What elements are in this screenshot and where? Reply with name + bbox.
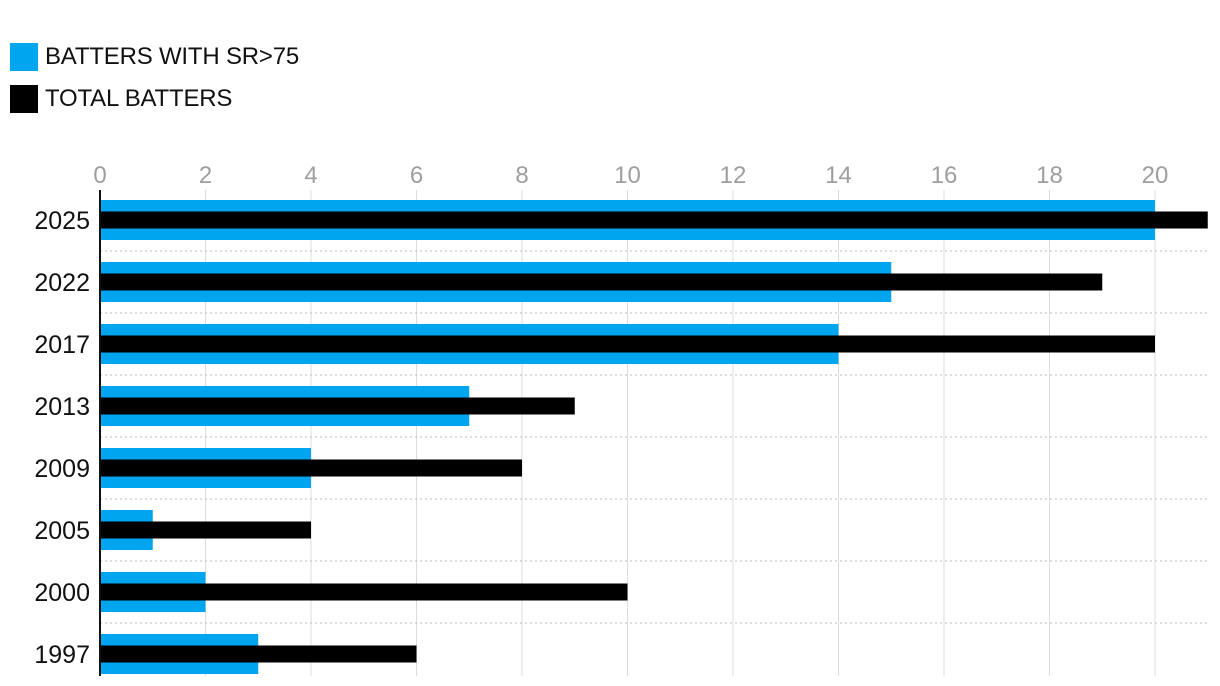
legend-label-total: TOTAL BATTERS [45, 85, 233, 112]
legend: BATTERS WITH SR>75 TOTAL BATTERS [10, 42, 299, 126]
x-tick-label-12: 12 [720, 162, 747, 189]
bar-total-2005 [100, 521, 311, 539]
x-tick-label-14: 14 [825, 162, 852, 189]
bar-total-2025 [100, 211, 1208, 229]
legend-swatch-total [10, 85, 38, 113]
bar-total-2022 [100, 273, 1103, 291]
bar-total-2017 [100, 335, 1155, 353]
category-label-2017: 2017 [34, 331, 90, 359]
category-label-2000: 2000 [34, 579, 90, 607]
legend-swatch-sr75 [10, 43, 38, 71]
x-tick-label-20: 20 [1142, 162, 1169, 189]
x-tick-label-18: 18 [1036, 162, 1063, 189]
x-tick-label-2: 2 [199, 162, 212, 189]
category-label-2025: 2025 [34, 207, 90, 235]
category-label-1997: 1997 [34, 641, 90, 669]
x-tick-label-0: 0 [93, 162, 106, 189]
category-label-2022: 2022 [34, 269, 90, 297]
category-label-2013: 2013 [34, 393, 90, 421]
category-label-2009: 2009 [34, 455, 90, 483]
legend-item-total: TOTAL BATTERS [10, 84, 299, 114]
x-tick-label-10: 10 [614, 162, 641, 189]
x-tick-label-8: 8 [515, 162, 528, 189]
x-tick-label-16: 16 [931, 162, 958, 189]
category-label-2005: 2005 [34, 517, 90, 545]
bar-total-2009 [100, 459, 522, 477]
bar-total-1997 [100, 645, 417, 663]
legend-label-sr75: BATTERS WITH SR>75 [45, 43, 300, 70]
bar-total-2000 [100, 583, 628, 601]
x-tick-label-6: 6 [410, 162, 423, 189]
x-tick-label-4: 4 [304, 162, 317, 189]
bar-total-2013 [100, 397, 575, 415]
legend-item-sr75: BATTERS WITH SR>75 [10, 42, 299, 72]
